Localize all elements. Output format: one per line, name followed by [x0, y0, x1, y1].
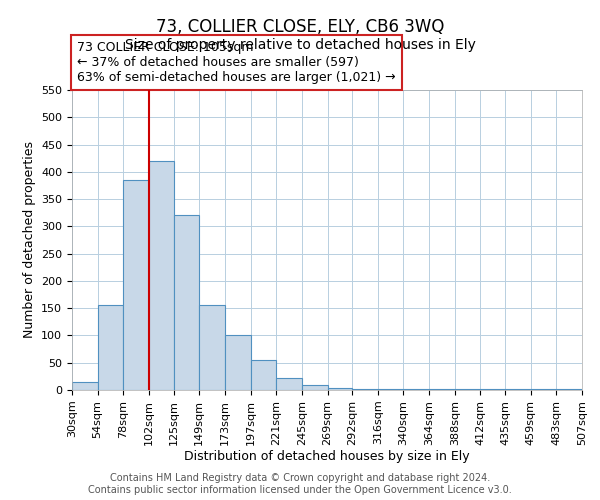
X-axis label: Distribution of detached houses by size in Ely: Distribution of detached houses by size … — [184, 450, 470, 464]
Y-axis label: Number of detached properties: Number of detached properties — [23, 142, 35, 338]
Bar — [352, 389, 378, 390]
Text: 73, COLLIER CLOSE, ELY, CB6 3WQ: 73, COLLIER CLOSE, ELY, CB6 3WQ — [156, 18, 444, 36]
Text: Contains HM Land Registry data © Crown copyright and database right 2024.
Contai: Contains HM Land Registry data © Crown c… — [88, 474, 512, 495]
Bar — [149, 161, 173, 390]
Text: 73 COLLIER CLOSE: 105sqm
← 37% of detached houses are smaller (597)
63% of semi-: 73 COLLIER CLOSE: 105sqm ← 37% of detach… — [77, 41, 396, 84]
Bar — [276, 378, 302, 390]
Bar — [225, 336, 251, 390]
Bar — [302, 384, 328, 390]
Bar — [328, 388, 352, 390]
Bar — [72, 382, 98, 390]
Bar — [173, 216, 199, 390]
Bar — [124, 180, 149, 390]
Bar — [199, 306, 225, 390]
Bar — [251, 360, 276, 390]
Text: Size of property relative to detached houses in Ely: Size of property relative to detached ho… — [125, 38, 475, 52]
Bar — [98, 306, 124, 390]
